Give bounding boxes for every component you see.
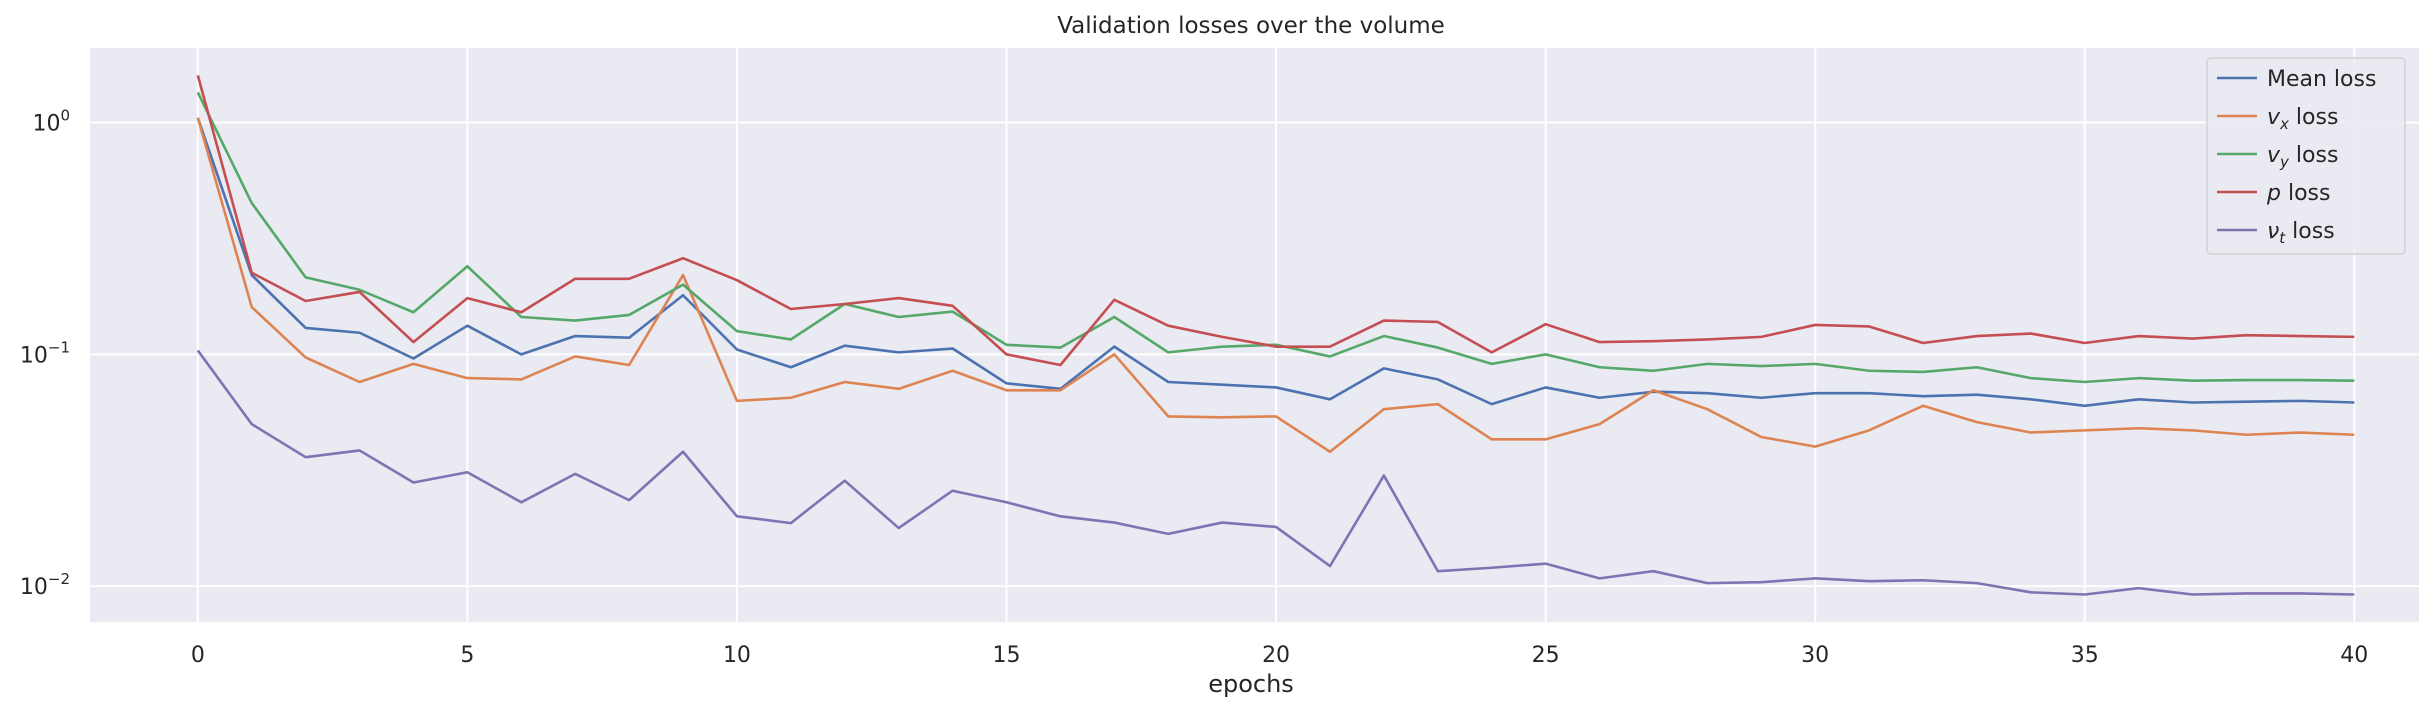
x-tick-label: 30	[1801, 643, 1829, 668]
series-line-1	[196, 117, 2355, 454]
x-tick-label: 0	[191, 643, 205, 668]
series-line-0	[196, 117, 2355, 408]
x-tick-label: 20	[1262, 643, 1290, 668]
legend-label-1: vx loss	[2267, 105, 2338, 133]
x-tick-labels: 0 5 10 15 20 25 30 35 40	[191, 643, 2368, 668]
x-tick-label: 10	[723, 643, 751, 668]
grid-layer	[90, 48, 2419, 622]
legend: Mean loss vx loss vy loss p loss νt loss	[2206, 57, 2406, 255]
legend-label-0: Mean loss	[2267, 67, 2376, 92]
x-tick-label: 25	[1532, 643, 1560, 668]
x-tick-label: 15	[993, 643, 1021, 668]
y-tick-label: 10−2	[20, 570, 70, 600]
y-tick-label: 10−1	[20, 338, 70, 368]
legend-label-3: p loss	[2266, 181, 2330, 206]
series-layer	[196, 75, 2355, 596]
plot-area	[90, 48, 2419, 622]
y-tick-labels: 10−2 10−1 100	[20, 107, 70, 600]
y-tick-label: 100	[32, 107, 70, 137]
legend-label-2: vy loss	[2267, 143, 2338, 171]
series-line-4	[196, 349, 2355, 596]
x-axis-label: epochs	[1208, 670, 1294, 698]
x-tick-label: 5	[460, 643, 474, 668]
x-tick-label: 35	[2071, 643, 2099, 668]
legend-box	[2206, 57, 2406, 255]
series-line-2	[196, 91, 2355, 384]
series-line-3	[196, 75, 2355, 367]
legend-label-4: νt loss	[2267, 219, 2335, 247]
chart-title: Validation losses over the volume	[1057, 13, 1445, 39]
x-tick-label: 40	[2340, 643, 2368, 668]
